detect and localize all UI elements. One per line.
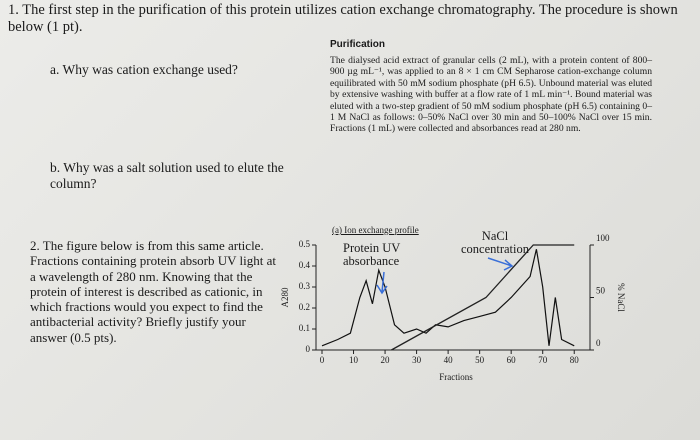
x-tick-label: 0: [320, 355, 325, 365]
x-tick-label: 20: [381, 355, 391, 365]
question-2: 2. The figure below is from this same ar…: [30, 238, 276, 345]
y-tick-label: 0.2: [299, 302, 310, 312]
question-part-b: b. Why was a salt solution used to elute…: [50, 160, 284, 191]
y2-tick-label: 100: [596, 233, 610, 243]
x-axis-label: Fractions: [439, 372, 473, 382]
x-tick-label: 70: [538, 355, 548, 365]
y-tick-label: 0.4: [299, 260, 311, 270]
series-label: NaCl concentration: [460, 229, 530, 256]
figure-title: (a) Ion exchange profile: [332, 225, 419, 235]
x-tick-label: 10: [349, 355, 359, 365]
y2-axis-label: % NaCl: [616, 283, 626, 312]
y-tick-label: 0.5: [299, 239, 311, 249]
x-tick-label: 30: [412, 355, 422, 365]
x-tick-label: 40: [444, 355, 454, 365]
y-tick-label: 0: [306, 344, 311, 354]
procedure-heading: Purification: [330, 39, 386, 50]
series-line: [321, 249, 575, 347]
y2-tick-label: 0: [596, 338, 601, 348]
question-part-a: a. Why was cation exchange used?: [50, 62, 238, 77]
procedure-text: The dialysed acid extract of granular ce…: [330, 55, 652, 135]
question-1: 1. The first step in the purification of…: [8, 2, 678, 35]
series-label: Protein UV absorbance: [343, 241, 401, 268]
y-axis-label: A280: [280, 287, 290, 307]
y-tick-label: 0.3: [299, 281, 311, 291]
y-tick-label: 0.1: [299, 323, 310, 333]
y2-tick-label: 50: [596, 286, 606, 296]
arrow: [376, 271, 388, 295]
arrow: [487, 257, 514, 271]
x-tick-label: 50: [475, 355, 485, 365]
x-tick-label: 60: [507, 355, 517, 365]
series-line: [391, 244, 575, 351]
x-tick-label: 80: [570, 355, 580, 365]
